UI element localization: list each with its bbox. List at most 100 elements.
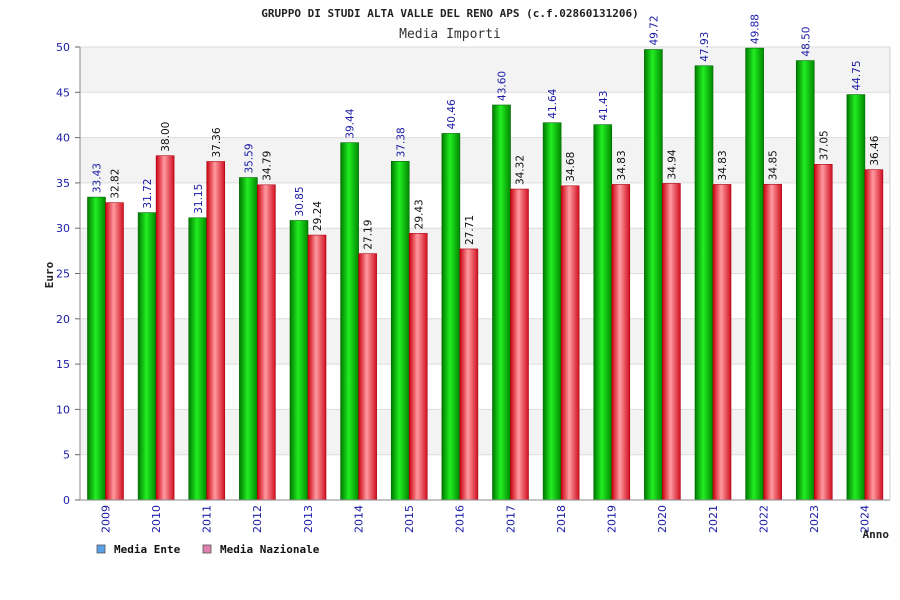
data-label-media-nazionale-2014: 27.19 xyxy=(363,220,375,250)
axes xyxy=(75,46,891,501)
y-tick-labels: 0 5 10 15 20 25 30 35 40 45 50 xyxy=(56,41,70,507)
x-tick-label-2018: 2018 xyxy=(555,505,568,533)
data-label-media-nazionale-2019: 34.83 xyxy=(616,150,628,180)
bar-media-nazionale-2014 xyxy=(358,253,377,501)
x-tick-label-2012: 2012 xyxy=(251,505,264,533)
bar-media-ente-2015 xyxy=(390,161,410,501)
bar-media-nazionale-2011 xyxy=(206,161,226,501)
bar-media-nazionale-2023 xyxy=(813,164,833,501)
y-tick-label: 15 xyxy=(56,358,70,371)
x-tick-label-2022: 2022 xyxy=(757,505,770,533)
legend-swatch-media-ente xyxy=(96,544,106,554)
x-tick-label-2015: 2015 xyxy=(403,505,416,533)
x-axis-label: Anno xyxy=(863,528,890,541)
value-labels: 33.43 32.82 31.72 38.00 31.15 37.36 35.59 34.79… xyxy=(92,14,881,250)
plot-band xyxy=(80,92,890,138)
data-label-media-ente-2009: 33.43 xyxy=(92,163,104,193)
y-tick-label: 35 xyxy=(56,177,70,190)
data-label-media-ente-2015: 37.38 xyxy=(395,127,407,157)
y-tick-label: 20 xyxy=(56,313,70,326)
bar-media-nazionale-2015 xyxy=(408,233,428,501)
bar-media-ente-2016 xyxy=(441,133,461,501)
data-label-media-ente-2014: 39.44 xyxy=(345,108,357,138)
chart-title: GRUPPO DI STUDI ALTA VALLE DEL RENO APS … xyxy=(261,7,639,20)
data-label-media-nazionale-2011: 37.36 xyxy=(211,127,223,157)
data-label-media-nazionale-2018: 34.68 xyxy=(565,152,577,182)
data-label-media-nazionale-2012: 34.79 xyxy=(261,151,273,181)
data-label-media-nazionale-2009: 32.82 xyxy=(110,169,122,199)
legend-swatch-media-nazionale xyxy=(202,544,212,554)
x-tick-label-2009: 2009 xyxy=(99,505,112,533)
x-tick-label-2016: 2016 xyxy=(454,505,467,533)
x-tick-label-2013: 2013 xyxy=(302,505,315,533)
y-tick-label: 30 xyxy=(56,222,70,235)
data-label-media-nazionale-2017: 34.32 xyxy=(515,155,527,185)
data-label-media-nazionale-2021: 34.83 xyxy=(717,150,729,180)
bar-media-ente-2020 xyxy=(644,49,663,501)
bar-media-ente-2017 xyxy=(492,104,511,501)
bar-media-ente-2009 xyxy=(87,196,106,501)
x-tick-label-2024: 2024 xyxy=(859,505,872,533)
bar-media-nazionale-2024 xyxy=(864,169,884,501)
x-tick-label-2017: 2017 xyxy=(504,505,517,533)
data-label-media-ente-2022: 49.88 xyxy=(750,14,762,44)
y-tick-label: 5 xyxy=(63,449,70,462)
bar-media-nazionale-2010 xyxy=(155,155,175,501)
y-tick-label: 0 xyxy=(63,494,70,507)
plot-band xyxy=(80,47,890,93)
x-tick-labels: 2009 2010 2011 2012 2013 2014 2015 2016 2017 2018… xyxy=(99,505,871,533)
bar-media-nazionale-2016 xyxy=(459,248,479,501)
bar-media-ente-2013 xyxy=(289,220,309,501)
bar-media-ente-2019 xyxy=(593,124,613,501)
x-tick-label-2023: 2023 xyxy=(808,505,821,533)
data-label-media-nazionale-2010: 38.00 xyxy=(160,122,172,152)
y-tick-label: 40 xyxy=(56,132,70,145)
data-label-media-ente-2011: 31.15 xyxy=(193,184,205,214)
legend: Media Ente Media Nazionale xyxy=(96,543,320,556)
bar-media-ente-2014 xyxy=(340,142,359,501)
bar-media-nazionale-2018 xyxy=(560,185,580,501)
y-tick-label: 45 xyxy=(56,86,70,99)
y-tick-label: 25 xyxy=(56,268,70,281)
y-tick-label: 50 xyxy=(56,41,70,54)
x-tick-label-2011: 2011 xyxy=(201,505,214,533)
data-label-media-nazionale-2016: 27.71 xyxy=(464,215,476,245)
bar-media-nazionale-2013 xyxy=(307,234,327,501)
y-axis-label: Euro xyxy=(43,261,56,288)
bar-media-ente-2010 xyxy=(137,212,157,501)
x-tick-label-2010: 2010 xyxy=(150,505,163,533)
data-label-media-ente-2016: 40.46 xyxy=(446,99,458,129)
bars xyxy=(87,47,884,501)
bar-media-ente-2023 xyxy=(795,60,815,501)
data-label-media-nazionale-2020: 34.94 xyxy=(666,149,678,179)
data-label-media-ente-2018: 41.64 xyxy=(547,88,559,118)
bar-media-nazionale-2012 xyxy=(257,184,276,501)
data-label-media-nazionale-2022: 34.85 xyxy=(768,150,780,180)
bar-media-nazionale-2017 xyxy=(510,188,529,501)
legend-label-media-nazionale: Media Nazionale xyxy=(220,543,320,556)
bar-media-ente-2011 xyxy=(188,217,208,501)
bar-media-nazionale-2020 xyxy=(662,183,681,501)
bar-media-nazionale-2019 xyxy=(611,184,631,501)
bar-media-ente-2021 xyxy=(694,65,714,501)
data-label-media-ente-2010: 31.72 xyxy=(142,179,154,209)
x-tick-label-2021: 2021 xyxy=(707,505,720,533)
data-label-media-nazionale-2015: 29.43 xyxy=(413,199,425,229)
data-label-media-nazionale-2013: 29.24 xyxy=(312,201,324,231)
data-label-media-ente-2023: 48.50 xyxy=(800,27,812,57)
bar-media-ente-2018 xyxy=(542,122,562,501)
x-tick-label-2020: 2020 xyxy=(656,505,669,533)
legend-label-media-ente: Media Ente xyxy=(114,543,181,556)
data-label-media-ente-2021: 47.93 xyxy=(699,32,711,62)
data-label-media-ente-2024: 44.75 xyxy=(851,61,863,91)
data-label-media-ente-2019: 41.43 xyxy=(598,91,610,121)
x-tick-label-2014: 2014 xyxy=(352,505,365,533)
data-label-media-ente-2020: 49.72 xyxy=(648,15,660,45)
bar-media-nazionale-2022 xyxy=(763,183,782,501)
y-tick-label: 10 xyxy=(56,403,70,416)
chart-subtitle: Media Importi xyxy=(399,27,501,42)
data-label-media-ente-2012: 35.59 xyxy=(243,143,255,173)
bar-media-ente-2022 xyxy=(745,47,764,501)
data-label-media-nazionale-2024: 36.46 xyxy=(869,135,881,165)
